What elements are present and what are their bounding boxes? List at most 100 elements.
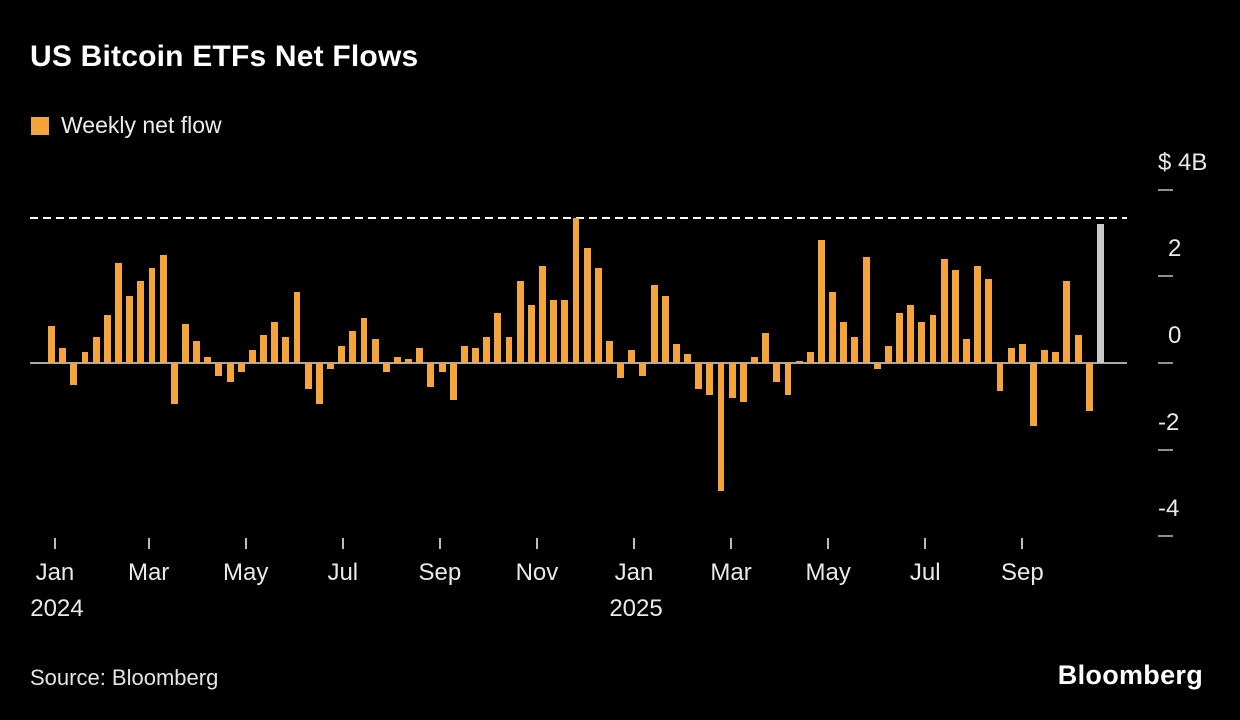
weekly-flow-bar xyxy=(182,324,189,363)
y-axis-tick-mark xyxy=(1158,448,1173,451)
weekly-flow-bar xyxy=(884,345,892,363)
weekly-flow-bar xyxy=(550,300,558,363)
weekly-flow-bar xyxy=(639,363,647,376)
y-axis-label: -4 xyxy=(1158,495,1180,523)
legend-label: Weekly net flow xyxy=(61,112,222,138)
x-axis-month-label: Sep xyxy=(418,559,462,586)
x-axis-month-label: Mar xyxy=(710,559,752,586)
x-axis-month-label: Jul xyxy=(327,559,359,586)
x-axis-tick-mark xyxy=(633,538,636,549)
weekly-flow-bar xyxy=(996,363,1004,392)
x-axis-tick-mark xyxy=(147,538,150,549)
weekly-flow-bar xyxy=(382,363,390,372)
weekly-flow-bar xyxy=(103,315,111,363)
weekly-flow-bar xyxy=(516,280,524,363)
weekly-flow-bar xyxy=(739,363,747,402)
x-axis-tick-mark xyxy=(438,538,441,549)
bloomberg-logo: Bloomberg xyxy=(1057,660,1203,690)
weekly-flow-bar xyxy=(472,347,480,363)
weekly-flow-bar xyxy=(137,280,145,363)
x-axis-tick-mark xyxy=(341,538,344,549)
weekly-flow-bar xyxy=(148,267,156,363)
weekly-flow-bar xyxy=(327,363,334,370)
y-axis-tick-mark xyxy=(1158,275,1173,278)
weekly-flow-bar xyxy=(1018,343,1026,363)
weekly-flow-bar xyxy=(1063,280,1071,363)
weekly-flow-bar xyxy=(840,321,848,363)
y-axis-tick-mark xyxy=(1158,188,1173,191)
weekly-flow-bar xyxy=(706,363,714,396)
x-axis-tick-mark xyxy=(1021,538,1024,549)
weekly-flow-bar xyxy=(460,345,468,363)
weekly-flow-bar xyxy=(784,363,792,396)
weekly-flow-bar xyxy=(338,345,346,363)
zero-baseline xyxy=(30,362,1127,364)
x-axis-tick-mark xyxy=(827,538,830,549)
weekly-flow-bar xyxy=(449,363,457,400)
weekly-flow-bar xyxy=(527,304,535,363)
weekly-flow-bar xyxy=(963,339,970,363)
y-axis-tick-mark xyxy=(1158,535,1173,538)
weekly-flow-bar xyxy=(371,339,379,363)
weekly-flow-bar xyxy=(70,363,78,385)
weekly-flow-bar xyxy=(606,341,613,363)
weekly-flow-bar xyxy=(661,295,669,363)
weekly-flow-bar xyxy=(293,291,301,363)
weekly-flow-bar xyxy=(394,356,401,363)
x-axis-tick-mark xyxy=(730,538,733,549)
weekly-flow-bar xyxy=(248,350,256,363)
weekly-flow-bar xyxy=(751,356,758,363)
y-axis-label: 2 xyxy=(1168,235,1182,263)
weekly-flow-bar xyxy=(1030,363,1037,426)
x-axis-month-label: Jul xyxy=(909,559,941,586)
weekly-flow-bar xyxy=(594,267,602,363)
weekly-flow-bar xyxy=(304,363,312,389)
weekly-flow-bar xyxy=(115,263,122,363)
weekly-flow-bar xyxy=(438,363,446,372)
weekly-flow-bar xyxy=(951,269,959,363)
x-axis-tick-mark xyxy=(535,538,538,549)
weekly-flow-bar xyxy=(81,352,89,363)
weekly-flow-bar xyxy=(271,321,279,363)
weekly-flow-bar xyxy=(204,356,212,363)
weekly-flow-bar xyxy=(829,291,837,363)
weekly-flow-bar xyxy=(1085,363,1093,411)
weekly-flow-bar xyxy=(572,217,580,363)
weekly-flow-bar xyxy=(48,326,56,363)
weekly-flow-bar xyxy=(795,360,803,363)
weekly-flow-bar xyxy=(561,300,569,363)
weekly-flow-bar xyxy=(226,363,234,383)
y-axis-label: 0 xyxy=(1168,322,1182,349)
x-axis-month-label: Nov xyxy=(515,559,559,586)
weekly-flow-bar xyxy=(583,248,591,363)
weekly-flow-bar xyxy=(159,254,167,363)
weekly-flow-bar xyxy=(539,265,546,363)
weekly-flow-bar xyxy=(59,347,67,363)
weekly-flow-bar xyxy=(315,363,323,405)
x-axis-month-label: Jan xyxy=(35,559,75,586)
weekly-flow-bar xyxy=(806,352,814,363)
x-axis-tick-mark xyxy=(924,538,927,549)
weekly-flow-bar xyxy=(650,285,658,363)
legend: Weekly net flow xyxy=(31,112,222,139)
weekly-flow-bar xyxy=(907,304,915,363)
weekly-flow-bar xyxy=(695,363,703,389)
weekly-flow-bar xyxy=(918,321,926,363)
x-axis-month-label: Mar xyxy=(127,559,170,586)
weekly-flow-bar xyxy=(717,363,725,491)
weekly-flow-bar xyxy=(483,337,491,363)
x-axis-tick-mark xyxy=(53,538,56,549)
weekly-flow-bar xyxy=(896,313,904,363)
weekly-flow-bar xyxy=(193,341,201,363)
weekly-flow-bar xyxy=(170,363,178,405)
weekly-flow-bar xyxy=(416,347,424,363)
weekly-flow-bar xyxy=(427,363,435,387)
weekly-flow-bar xyxy=(873,363,881,370)
weekly-flow-bar xyxy=(282,337,290,363)
x-axis-year-label: 2025 xyxy=(609,595,663,622)
weekly-flow-bar xyxy=(92,337,100,363)
x-axis-month-label: May xyxy=(223,559,269,586)
weekly-flow-bar xyxy=(818,239,825,363)
